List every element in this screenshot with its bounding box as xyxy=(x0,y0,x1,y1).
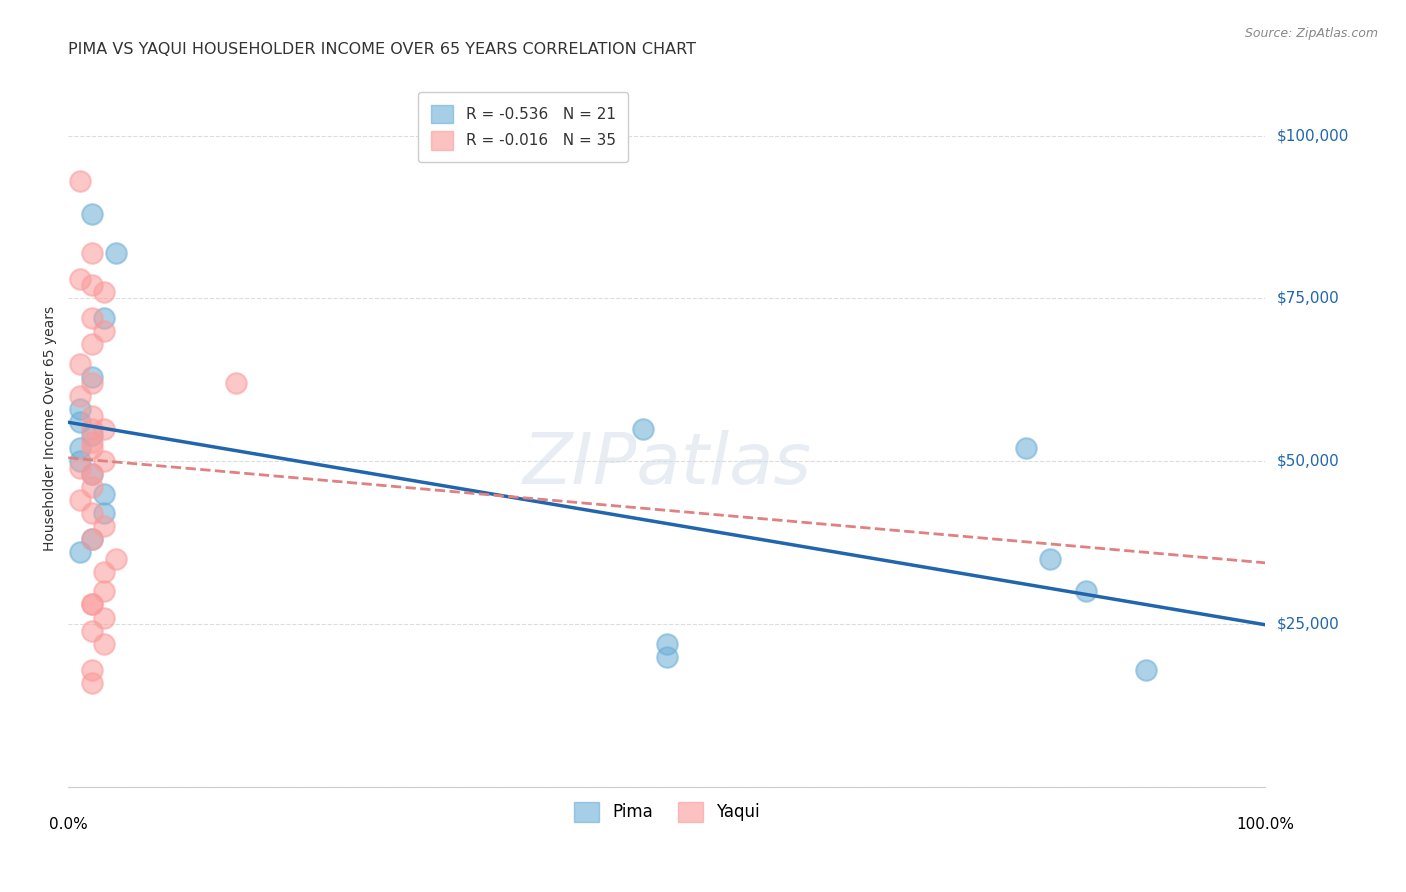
Point xyxy=(82,376,104,390)
Text: $25,000: $25,000 xyxy=(1277,616,1339,632)
Point xyxy=(69,389,91,403)
Point xyxy=(69,460,91,475)
Point xyxy=(82,245,104,260)
Point xyxy=(93,610,115,624)
Point xyxy=(69,402,91,417)
Text: Source: ZipAtlas.com: Source: ZipAtlas.com xyxy=(1244,27,1378,40)
Point xyxy=(1015,441,1038,455)
Point xyxy=(69,493,91,508)
Point xyxy=(69,357,91,371)
Point xyxy=(82,467,104,482)
Point xyxy=(1135,663,1157,677)
Point xyxy=(69,174,91,188)
Point xyxy=(82,598,104,612)
Point xyxy=(69,441,91,455)
Legend: Pima, Yaqui: Pima, Yaqui xyxy=(567,795,766,829)
Point xyxy=(82,441,104,455)
Point xyxy=(82,278,104,293)
Point xyxy=(631,422,654,436)
Point xyxy=(82,434,104,449)
Point xyxy=(82,369,104,384)
Text: 0.0%: 0.0% xyxy=(49,817,87,832)
Point xyxy=(93,506,115,520)
Point xyxy=(93,454,115,468)
Point xyxy=(82,598,104,612)
Point xyxy=(93,422,115,436)
Point xyxy=(93,584,115,599)
Text: $100,000: $100,000 xyxy=(1277,128,1348,143)
Text: $75,000: $75,000 xyxy=(1277,291,1339,306)
Point xyxy=(93,285,115,299)
Point xyxy=(82,337,104,351)
Point xyxy=(82,533,104,547)
Point xyxy=(82,467,104,482)
Point xyxy=(655,649,678,664)
Point xyxy=(69,545,91,559)
Point xyxy=(82,409,104,423)
Point xyxy=(82,207,104,221)
Point xyxy=(82,506,104,520)
Point xyxy=(105,552,128,566)
Y-axis label: Householder Income Over 65 years: Householder Income Over 65 years xyxy=(44,306,58,551)
Text: PIMA VS YAQUI HOUSEHOLDER INCOME OVER 65 YEARS CORRELATION CHART: PIMA VS YAQUI HOUSEHOLDER INCOME OVER 65… xyxy=(69,42,696,57)
Text: $50,000: $50,000 xyxy=(1277,454,1339,468)
Point xyxy=(93,519,115,533)
Point xyxy=(82,624,104,638)
Text: ZIPatlas: ZIPatlas xyxy=(522,430,811,499)
Point xyxy=(82,663,104,677)
Point xyxy=(82,533,104,547)
Point xyxy=(82,675,104,690)
Point xyxy=(69,454,91,468)
Point xyxy=(93,565,115,579)
Point xyxy=(82,428,104,442)
Point xyxy=(69,272,91,286)
Point xyxy=(93,487,115,501)
Point xyxy=(69,415,91,429)
Point xyxy=(93,310,115,325)
Point xyxy=(93,636,115,650)
Point xyxy=(655,636,678,650)
Point xyxy=(1039,552,1062,566)
Point xyxy=(105,245,128,260)
Text: 100.0%: 100.0% xyxy=(1236,817,1295,832)
Point xyxy=(1074,584,1097,599)
Point xyxy=(82,310,104,325)
Point xyxy=(82,480,104,494)
Point xyxy=(93,324,115,338)
Point xyxy=(82,422,104,436)
Point xyxy=(225,376,247,390)
